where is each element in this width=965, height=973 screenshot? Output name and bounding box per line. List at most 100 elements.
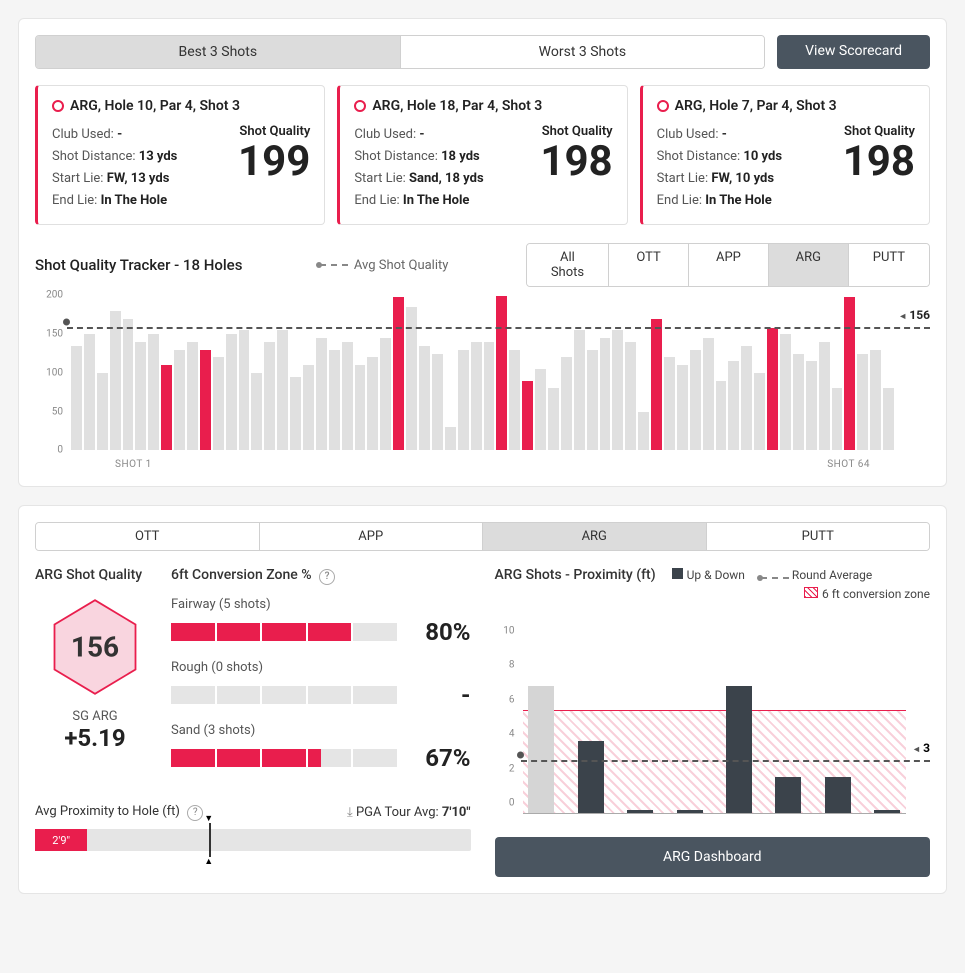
shot-card: ARG, Hole 7, Par 4, Shot 3 Club Used: -S…	[640, 85, 930, 225]
card-score: Shot Quality 198	[540, 124, 612, 212]
conversion-row: Rough (0 shots) -	[171, 660, 471, 709]
card-stats: Club Used: -Shot Distance: 18 ydsStart L…	[354, 124, 483, 212]
tracker-tab-putt[interactable]: PUTT	[848, 244, 929, 286]
prox-bar	[627, 810, 653, 814]
chart-bar	[728, 361, 739, 450]
legend-zone: 6 ft conversion zone	[804, 587, 930, 601]
chart-bar	[509, 350, 520, 451]
chart-bar	[226, 334, 237, 450]
chart-bar	[741, 346, 752, 451]
arg-dashboard-button[interactable]: ARG Dashboard	[495, 837, 931, 877]
chart-y-axis: 050100150200	[35, 295, 67, 450]
hex-value: 156	[71, 631, 119, 664]
chart-bar	[213, 357, 224, 450]
chart-bar	[677, 365, 688, 450]
chart-avg-dot-icon	[63, 319, 70, 326]
chart-bar	[844, 297, 855, 450]
prox-chart-header: ARG Shots - Proximity (ft) Up & Down Rou…	[495, 567, 931, 583]
chart-bar	[161, 365, 172, 450]
chart-bar	[716, 381, 727, 451]
chart-bar	[135, 342, 146, 451]
best-worst-segment: Best 3 Shots Worst 3 Shots	[35, 35, 765, 69]
prox-y-axis: 0246810	[495, 613, 519, 813]
conversion-title-text: 6ft Conversion Zone %	[171, 567, 312, 583]
prox-legend-2: 6 ft conversion zone	[495, 587, 931, 601]
ring-icon	[354, 100, 366, 112]
chart-bar	[110, 311, 121, 451]
arg-quality-title: ARG Shot Quality	[35, 567, 155, 585]
detail-tab-app[interactable]: APP	[259, 523, 483, 550]
chart-bar	[174, 350, 185, 451]
detail-tabs-segment: OTTAPPARGPUTT	[35, 522, 930, 551]
avg-legend: Avg Shot Quality	[320, 258, 449, 273]
card-title: ARG, Hole 18, Par 4, Shot 3	[372, 98, 542, 114]
detail-left: ARG Shot Quality 6ft Conversion Zone % ?…	[35, 567, 471, 877]
tracker-tab-arg[interactable]: ARG	[768, 244, 848, 286]
chart-bar	[264, 342, 275, 451]
chart-bar	[690, 350, 701, 451]
proximity-chart: 0246810 3	[495, 613, 931, 823]
chart-bar	[870, 350, 881, 451]
conversion-title: 6ft Conversion Zone % ?	[171, 567, 335, 585]
chart-bar	[703, 338, 714, 450]
chart-bar	[84, 334, 95, 450]
prox-bar	[677, 810, 703, 814]
detail-tab-ott[interactable]: OTT	[36, 523, 259, 550]
tracker-tab-app[interactable]: APP	[688, 244, 768, 286]
detail-tab-putt[interactable]: PUTT	[706, 523, 930, 550]
best-shots-tab[interactable]: Best 3 Shots	[36, 36, 400, 68]
dash-icon	[761, 577, 789, 579]
shot-card: ARG, Hole 18, Par 4, Shot 3 Club Used: -…	[337, 85, 627, 225]
tracker-header: Shot Quality Tracker - 18 Holes Avg Shot…	[35, 243, 930, 287]
shot-quality-chart: 050100150200 156 SHOT 1 SHOT 64	[35, 295, 930, 470]
prox-bar	[528, 686, 554, 813]
chart-bar	[187, 342, 198, 451]
chart-bar	[97, 373, 108, 451]
pga-label: PGA Tour Avg:	[356, 805, 439, 820]
detail-grid: ARG Shot Quality 6ft Conversion Zone % ?…	[35, 567, 930, 877]
detail-right: ARG Shots - Proximity (ft) Up & Down Rou…	[495, 567, 931, 877]
chart-avg-line	[67, 327, 930, 329]
help-icon[interactable]: ?	[187, 805, 203, 821]
chart-bar	[600, 338, 611, 450]
chart-bar	[664, 357, 675, 450]
pga-value: 7'10"	[442, 805, 471, 820]
chart-bar	[522, 381, 533, 451]
chart-bar	[754, 373, 765, 451]
worst-shots-tab[interactable]: Worst 3 Shots	[400, 36, 765, 68]
chart-bar	[638, 412, 649, 451]
left-headers: ARG Shot Quality 6ft Conversion Zone % ?	[35, 567, 471, 585]
chart-bar	[123, 319, 134, 451]
prox-bar	[825, 777, 851, 813]
chart-bar	[419, 346, 430, 451]
chart-bars	[71, 295, 894, 450]
chart-bar	[393, 297, 404, 450]
detail-tab-arg[interactable]: ARG	[482, 523, 706, 550]
conversion-rows: Fairway (5 shots) 80%Rough (0 shots) -Sa…	[171, 597, 471, 786]
chart-avg-label: 156	[898, 308, 930, 322]
help-icon[interactable]: ?	[319, 569, 335, 585]
tracker-tab-ott[interactable]: OTT	[608, 244, 688, 286]
conversion-row: Fairway (5 shots) 80%	[171, 597, 471, 646]
chart-bar	[458, 350, 469, 451]
chart-bar	[496, 296, 507, 450]
chart-bar	[277, 330, 288, 450]
chart-bar	[200, 350, 211, 451]
chart-bar	[342, 342, 353, 451]
tracker-tab-all-shots[interactable]: All Shots	[527, 244, 608, 286]
chart-bar	[355, 365, 366, 450]
chart-bar	[471, 342, 482, 451]
chart-bar	[651, 319, 662, 451]
quality-hexagon: 156	[50, 597, 140, 697]
proximity-fill: 2'9"	[35, 829, 87, 851]
card-stats: Club Used: -Shot Distance: 10 ydsStart L…	[657, 124, 782, 212]
chart-bar	[883, 388, 894, 450]
prox-bar	[775, 777, 801, 813]
chart-bar	[303, 365, 314, 450]
card-title: ARG, Hole 7, Par 4, Shot 3	[675, 98, 837, 114]
view-scorecard-button[interactable]: View Scorecard	[777, 35, 930, 69]
chart-bar	[380, 338, 391, 450]
legend-round-avg: Round Average	[761, 568, 872, 582]
legend-updown: Up & Down	[672, 568, 745, 582]
chart-bar	[148, 334, 159, 450]
